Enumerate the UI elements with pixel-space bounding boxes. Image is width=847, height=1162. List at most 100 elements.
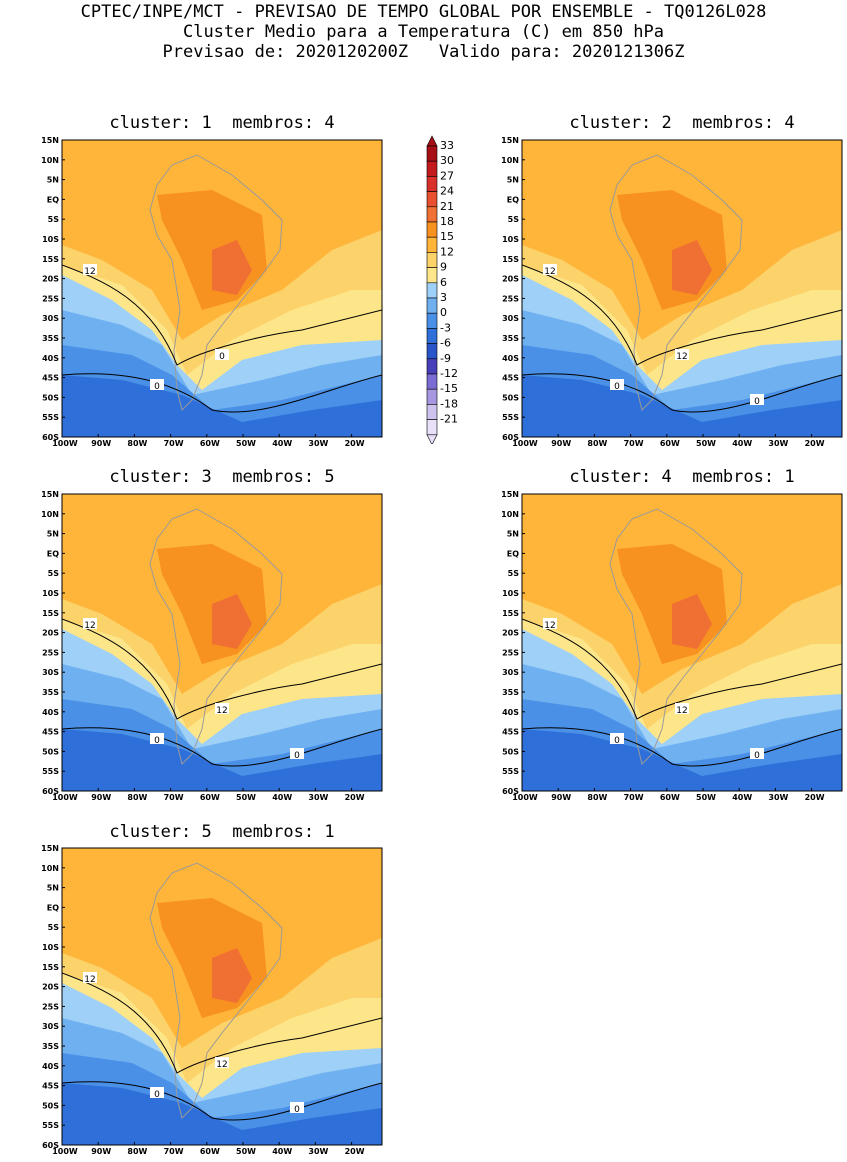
temperature-band <box>62 375 382 437</box>
contour-label: 0 <box>150 379 164 392</box>
colorbar-tick-label: 0 <box>440 306 447 319</box>
contour-label: 12 <box>215 703 229 716</box>
lon-tick-label: 30W <box>308 1147 328 1156</box>
lon-tick-label: 20W <box>345 1147 365 1156</box>
lat-tick-label: 25S <box>502 294 519 303</box>
coastline <box>149 154 283 411</box>
map-panel-3: 12 12 0 0 15N 10N 5N EQ 5S 10S 15S 20S 25S 30S 35S 40S 4… <box>41 490 383 802</box>
colorbar-tick-label: 9 <box>440 261 447 274</box>
lat-tick-label: 35S <box>42 688 59 697</box>
lat-tick-label: 25S <box>42 294 59 303</box>
lat-tick-label: 60S <box>502 787 519 796</box>
contour-label: 12 <box>543 618 557 631</box>
temperature-band <box>212 948 252 1003</box>
coastline <box>609 508 743 765</box>
colorbar-segment <box>426 343 438 360</box>
lat-tick-label: 25S <box>42 1002 59 1011</box>
lon-tick-label: 60W <box>200 793 220 802</box>
lon-tick-label: 40W <box>272 439 292 448</box>
lon-tick-label: 70W <box>164 439 184 448</box>
coastline <box>149 508 283 765</box>
contour-label: 12 <box>543 264 557 277</box>
colorbar-segment <box>426 282 438 299</box>
lon-tick-label: 100W <box>512 439 538 448</box>
lon-tick-label: 80W <box>127 439 147 448</box>
map-frame <box>521 139 843 438</box>
colorbar-segment <box>426 358 438 375</box>
lat-tick-label: 15N <box>41 844 59 853</box>
lat-tick-label: 60S <box>42 433 59 442</box>
panel-2-title: cluster: 2 membros: 4 <box>569 113 795 133</box>
contour-label: 0 <box>150 1087 164 1100</box>
isotherm-12 <box>62 972 382 1074</box>
svg-text:12: 12 <box>84 975 95 985</box>
colorbar-tick-label: -12 <box>440 367 458 380</box>
lat-tick-label: 20S <box>502 629 519 638</box>
colorbar-tick-label: 6 <box>440 276 447 289</box>
map-frame <box>61 847 383 1146</box>
lat-tick-label: 40S <box>42 1062 59 1071</box>
lat-tick-label: 35S <box>42 1042 59 1051</box>
svg-text:0: 0 <box>154 736 160 746</box>
colorbar-tick-label: -18 <box>440 397 458 410</box>
isotherm-12 <box>522 618 842 720</box>
lon-tick-label: 30W <box>308 439 328 448</box>
lat-tick-label: 50S <box>502 747 519 756</box>
chart-title-line2: Cluster Medio para a Temperatura (C) em … <box>182 22 665 42</box>
svg-text:12: 12 <box>544 267 555 277</box>
lat-tick-label: 40S <box>502 708 519 717</box>
lon-tick-label: 50W <box>236 439 256 448</box>
lat-tick-label: 15S <box>502 609 519 618</box>
lat-tick-label: 25S <box>42 648 59 657</box>
lat-tick-label: 35S <box>502 334 519 343</box>
contour-label: 0 <box>290 1102 304 1115</box>
lat-tick-label: 5N <box>507 176 519 185</box>
isotherm-0 <box>62 373 382 413</box>
lat-tick-label: 55S <box>42 1121 59 1130</box>
colorbar-segment <box>426 404 438 420</box>
lon-tick-label: 80W <box>127 1147 147 1156</box>
lat-tick-label: 10S <box>42 589 59 598</box>
svg-text:12: 12 <box>216 1060 227 1070</box>
map-frame <box>61 139 383 438</box>
lat-tick-label: 15N <box>41 490 59 499</box>
lat-tick-label: 15S <box>42 963 59 972</box>
lon-tick-label: 60W <box>200 439 220 448</box>
colorbar-tick-label: 18 <box>440 215 454 228</box>
svg-text:12: 12 <box>216 706 227 716</box>
lat-tick-label: EQ <box>47 195 59 204</box>
lat-tick-label: 45S <box>42 1082 59 1091</box>
lat-tick-label: 5S <box>48 569 60 578</box>
lat-tick-label: 5S <box>48 923 60 932</box>
colorbar-segment <box>426 206 438 223</box>
lat-tick-label: 55S <box>42 767 59 776</box>
colorbar-tick-label: -15 <box>440 382 458 395</box>
colorbar-segment <box>426 328 438 344</box>
lat-tick-label: 10S <box>502 589 519 598</box>
map-panel-1: 12 0 0 15N 10N 5N EQ 5S 10S 15S 20S 25S 30S 35S 40S 45S… <box>41 136 383 448</box>
lat-tick-label: EQ <box>47 903 59 912</box>
lat-tick-label: 10N <box>501 510 519 519</box>
lat-tick-label: 5N <box>47 530 59 539</box>
contour-label: 0 <box>750 748 764 761</box>
lon-tick-label: 80W <box>127 793 147 802</box>
colorbar-tick-label: 27 <box>440 169 454 182</box>
lat-tick-label: 15N <box>501 136 519 145</box>
lon-tick-label: 60W <box>660 439 680 448</box>
lat-tick-label: 40S <box>502 354 519 363</box>
temperature-band <box>522 729 842 791</box>
colorbar-segment <box>426 267 438 284</box>
contour-label: 12 <box>215 1057 229 1070</box>
temperature-band <box>212 594 252 649</box>
lat-tick-label: 45S <box>42 374 59 383</box>
lat-tick-label: 35S <box>502 688 519 697</box>
lat-tick-label: EQ <box>47 549 59 558</box>
svg-text:12: 12 <box>84 267 95 277</box>
lat-tick-label: 10N <box>41 510 59 519</box>
lat-tick-label: 50S <box>502 393 519 402</box>
temperature-band <box>62 1083 382 1145</box>
svg-text:12: 12 <box>676 706 687 716</box>
svg-text:0: 0 <box>294 1105 300 1115</box>
colorbar-segment <box>426 419 438 436</box>
